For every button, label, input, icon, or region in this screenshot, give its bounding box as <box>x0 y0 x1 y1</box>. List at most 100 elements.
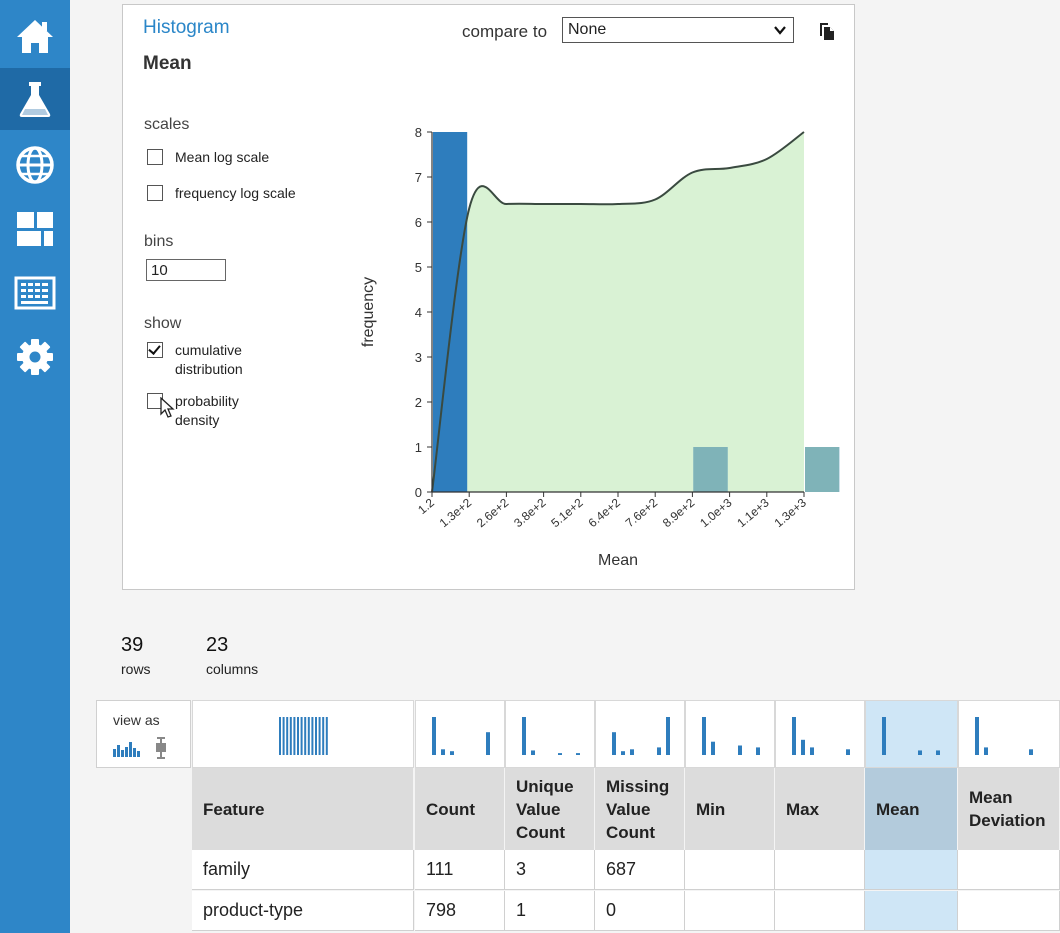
table-cell[interactable] <box>958 891 1060 931</box>
x-tick-label: 1.0e+3 <box>697 495 735 530</box>
table-cell[interactable]: 687 <box>595 850 685 890</box>
bins-input[interactable]: 10 <box>146 259 226 281</box>
table-cell[interactable] <box>865 891 958 931</box>
column-header-label: Mean Deviation <box>969 788 1046 830</box>
sparkline-icon <box>432 717 490 755</box>
compare-label: compare to <box>462 22 548 41</box>
frequency-log-scale-option[interactable]: frequency log scale <box>147 184 296 203</box>
nav-datasets[interactable] <box>0 262 70 324</box>
column-header[interactable]: Mean Deviation <box>958 768 1060 850</box>
cumulative-distribution-label: cumulative distribution <box>175 342 243 377</box>
y-tick-label: 6 <box>415 215 422 230</box>
y-tick-label: 2 <box>415 395 422 410</box>
sparkline-icon <box>612 717 670 755</box>
sidebar <box>0 0 70 933</box>
x-tick-label: 6.4e+2 <box>586 495 624 530</box>
table-cell[interactable] <box>775 891 865 931</box>
table-cell[interactable] <box>958 850 1060 890</box>
column-header-label: Min <box>696 799 726 819</box>
overlap-segment <box>693 447 728 492</box>
rows-label: rows <box>121 661 151 677</box>
column-header[interactable]: Count <box>415 768 505 850</box>
flask-icon <box>19 82 51 117</box>
table-cell[interactable] <box>775 850 865 890</box>
column-sparkline[interactable] <box>415 700 505 768</box>
table-cell[interactable]: 1 <box>505 891 595 931</box>
rows-count: 39 <box>121 634 144 656</box>
column-sparkline[interactable] <box>958 700 1060 768</box>
x-axis-label: Mean <box>598 552 638 569</box>
x-tick-label: 3.8e+2 <box>511 495 549 530</box>
column-header-label: Count <box>426 799 476 819</box>
histogram-panel: Histogram Mean compare to None scales Me… <box>122 4 855 590</box>
table-icon <box>14 276 56 310</box>
probability-density-option[interactable]: probability density <box>147 392 239 430</box>
cumulative-area <box>432 132 804 492</box>
column-sparkline[interactable] <box>685 700 775 768</box>
x-tick-label: 1.3e+2 <box>437 495 475 530</box>
cumulative-curve <box>431 131 805 493</box>
column-header-label: Mean <box>876 799 920 819</box>
y-axis-label: frequency <box>360 277 377 347</box>
table-cell[interactable] <box>685 891 775 931</box>
globe-icon <box>16 146 54 184</box>
table-cell[interactable]: 0 <box>595 891 685 931</box>
nav-home[interactable] <box>0 6 70 68</box>
sparkline-icon <box>882 717 940 755</box>
cumulative-distribution-option[interactable]: cumulative distribution <box>147 341 243 379</box>
column-sparkline[interactable] <box>505 700 595 768</box>
column-header[interactable]: Missing Value Count <box>595 768 685 850</box>
nav-dashboard[interactable] <box>0 198 70 260</box>
sparkline-icon <box>975 717 1033 755</box>
columns-label: columns <box>206 661 259 677</box>
sparkline-icon <box>279 717 328 755</box>
mean-log-scale-option[interactable]: Mean log scale <box>147 148 269 167</box>
overlap-segment <box>805 447 840 492</box>
table-cell[interactable] <box>865 850 958 890</box>
sparkline-icon <box>792 717 850 755</box>
nav-settings[interactable] <box>0 326 70 388</box>
probability-density-label: probability density <box>175 393 239 428</box>
y-tick-label: 5 <box>415 260 422 275</box>
dashboard-icon <box>17 212 53 246</box>
y-tick-label: 4 <box>415 305 422 320</box>
columns-count: 23 <box>206 634 229 656</box>
table-cell[interactable]: 111 <box>415 850 505 890</box>
frequency-log-scale-label: frequency log scale <box>175 185 296 201</box>
frequency-log-scale-checkbox[interactable] <box>147 185 163 201</box>
y-tick-label: 1 <box>415 440 422 455</box>
table-cell[interactable]: 798 <box>415 891 505 931</box>
y-tick-label: 3 <box>415 350 422 365</box>
view-as-label: view as <box>113 712 160 728</box>
compare-select[interactable]: None <box>562 17 794 43</box>
panel-title: Histogram <box>143 17 230 38</box>
cumulative-distribution-checkbox[interactable] <box>147 342 163 358</box>
x-tick-label: 2.6e+2 <box>474 495 512 530</box>
column-header[interactable]: Mean <box>865 768 958 850</box>
copy-icon[interactable] <box>818 21 836 41</box>
feature-name-cell[interactable]: family <box>192 850 414 890</box>
y-tick-label: 7 <box>415 170 422 185</box>
mean-log-scale-label: Mean log scale <box>175 149 270 165</box>
sparkline-icon <box>702 717 760 755</box>
compare-select-value: None <box>568 21 607 38</box>
mean-log-scale-checkbox[interactable] <box>147 149 163 165</box>
nav-experiments[interactable] <box>0 68 70 130</box>
nav-web-services[interactable] <box>0 134 70 196</box>
column-header[interactable]: Min <box>685 768 775 850</box>
table-cell[interactable] <box>685 850 775 890</box>
column-header[interactable]: Max <box>775 768 865 850</box>
column-sparkline[interactable] <box>595 700 685 768</box>
table-cell[interactable]: 3 <box>505 850 595 890</box>
x-tick-label: 8.9e+2 <box>660 495 698 530</box>
feature-name-cell[interactable]: product-type <box>192 891 414 931</box>
histogram-view-icon[interactable] <box>113 739 141 757</box>
boxplot-view-icon[interactable] <box>155 737 167 759</box>
column-header[interactable]: Feature <box>192 768 414 850</box>
column-sparkline[interactable] <box>775 700 865 768</box>
feature-sparkline-cell[interactable] <box>192 700 414 768</box>
column-sparkline[interactable] <box>865 700 958 768</box>
x-tick-label: 7.6e+2 <box>623 495 661 530</box>
sparkline-icon <box>522 717 580 755</box>
column-header[interactable]: Unique Value Count <box>505 768 595 850</box>
